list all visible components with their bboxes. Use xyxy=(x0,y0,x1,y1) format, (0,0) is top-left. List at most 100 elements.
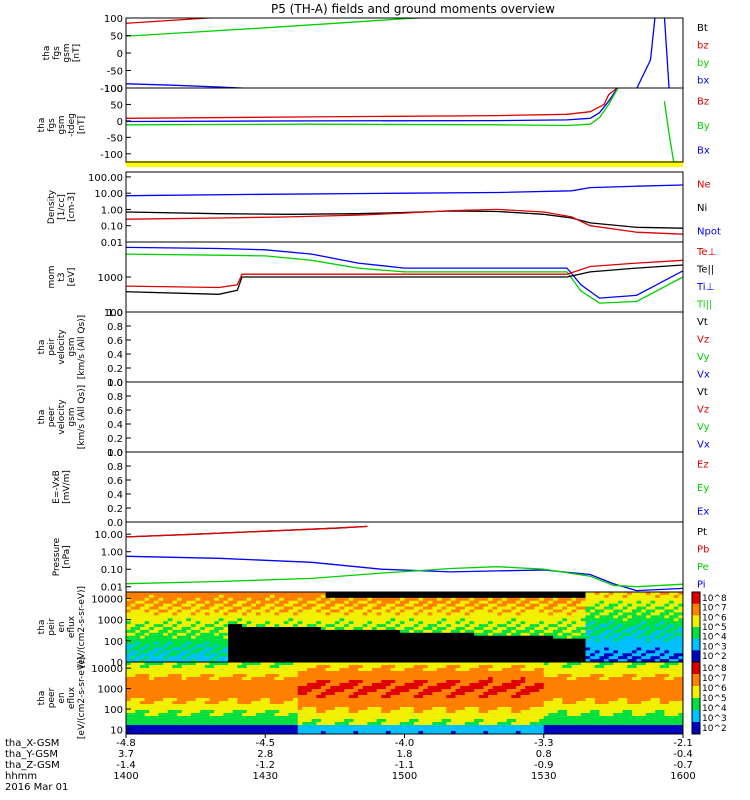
spectrogram-cell xyxy=(645,606,651,610)
spectrogram-cell xyxy=(348,609,354,613)
spectrogram-cell xyxy=(297,659,303,663)
spectrogram-cell xyxy=(460,710,466,714)
spectrogram-cell xyxy=(441,627,447,631)
spectrogram-cell xyxy=(251,674,257,678)
spectrogram-cell xyxy=(664,635,670,640)
spectrogram-cell xyxy=(385,710,391,714)
spectrogram-cell xyxy=(316,701,322,705)
spectrogram-cell xyxy=(214,641,220,645)
y-axis-label: tha xyxy=(37,340,47,355)
spectrogram-cell xyxy=(195,632,201,637)
spectrogram-cell xyxy=(627,621,633,625)
spectrogram-cell xyxy=(274,650,280,654)
spectrogram-cell xyxy=(655,618,661,622)
legend-label: Ti⊥ xyxy=(696,282,714,293)
spectrogram-cell xyxy=(557,650,563,654)
spectrogram-cell xyxy=(390,695,396,699)
spectrogram-cell xyxy=(413,644,419,648)
spectrogram-cell xyxy=(353,656,359,660)
spectrogram-cell xyxy=(678,641,684,645)
spectrogram-cell xyxy=(650,641,656,645)
spectrogram-cell xyxy=(427,719,433,723)
spectrogram-cell xyxy=(204,707,210,711)
spectrogram-cell xyxy=(344,632,350,637)
spectrogram-cell xyxy=(181,641,187,645)
spectrogram-cell xyxy=(469,629,475,634)
spectrogram-cell xyxy=(242,624,248,628)
spectrogram-cell xyxy=(436,621,443,625)
spectrogram-cell xyxy=(381,713,387,717)
spectrogram-cell xyxy=(381,609,387,613)
spectrogram-cell xyxy=(339,656,345,660)
spectrogram-cell xyxy=(483,641,489,645)
spectrogram-cell xyxy=(163,635,169,640)
spectrogram-cell xyxy=(613,641,619,645)
spectrogram-cell xyxy=(678,647,684,651)
spectrogram-cell xyxy=(348,707,354,711)
spectrogram-cell xyxy=(297,722,303,726)
spectrogram-cell xyxy=(413,683,419,687)
spectrogram-cell xyxy=(395,686,401,690)
y-tick-label: 0.4 xyxy=(107,350,123,361)
spectrogram-cell xyxy=(330,707,336,711)
spectrogram-cell xyxy=(126,695,132,699)
spectrogram-cell xyxy=(297,686,303,690)
spectrogram-cell xyxy=(274,653,280,657)
spectrogram-cell xyxy=(255,615,262,619)
spectrogram-cell xyxy=(562,659,568,663)
spectrogram-cell xyxy=(163,603,169,607)
spectrogram-cell xyxy=(237,695,243,699)
spectrogram-cell xyxy=(390,632,396,637)
spectrogram-cell xyxy=(302,600,308,605)
spectrogram-cell xyxy=(158,662,164,666)
spectrogram-cell xyxy=(344,606,350,610)
spectrogram-cell xyxy=(228,635,234,640)
spectrogram-cell xyxy=(172,695,178,699)
spectrogram-cell xyxy=(200,692,206,696)
spectrogram-cell xyxy=(362,609,368,613)
spectrogram-cell xyxy=(190,713,197,717)
spectrogram-cell xyxy=(242,701,248,705)
spectrogram-cell xyxy=(204,668,210,672)
spectrogram-cell xyxy=(302,656,308,660)
spectrogram-cell xyxy=(195,677,201,681)
spectrogram-cell xyxy=(404,662,410,666)
spectrogram-cell xyxy=(636,592,642,596)
spectrogram-cell xyxy=(362,653,368,657)
spectrogram-cell xyxy=(483,635,489,640)
spectrogram-cell xyxy=(190,618,197,622)
spectrogram-cell xyxy=(265,594,271,599)
spectrogram-cell xyxy=(334,659,340,663)
spectrogram-cell xyxy=(293,680,299,684)
spectrogram-cell xyxy=(325,647,331,651)
spectrogram-cell xyxy=(135,671,141,675)
spectrogram-cell xyxy=(441,606,447,610)
spectrogram-cell xyxy=(172,674,178,678)
spectrogram-cell xyxy=(562,650,568,654)
spectrogram-cell xyxy=(223,612,229,616)
spectrogram-cell xyxy=(669,609,675,613)
spectrogram-cell xyxy=(190,635,197,640)
spectrogram-cell xyxy=(432,683,438,687)
spectrogram-cell xyxy=(557,592,563,596)
spectrogram-cell xyxy=(237,641,243,645)
spectrogram-cell xyxy=(288,710,294,714)
spectrogram-cell xyxy=(279,668,285,672)
spectrogram-cell xyxy=(325,644,331,648)
spectrogram-cell xyxy=(344,671,350,675)
spectrogram-cell xyxy=(163,600,169,605)
spectrogram-cell xyxy=(469,618,475,622)
spectrogram-cell xyxy=(441,615,447,619)
spectrogram-cell xyxy=(316,615,322,619)
spectrogram-cell xyxy=(232,722,238,726)
spectrogram-cell xyxy=(571,632,577,637)
legend-label: Pt xyxy=(697,527,707,538)
spectrogram-cell xyxy=(204,612,210,616)
spectrogram-cell xyxy=(348,629,354,634)
spectrogram-cell xyxy=(344,695,350,699)
spectrogram-cell xyxy=(237,677,243,681)
spectrogram-cell xyxy=(316,680,322,684)
spectrogram-cell xyxy=(423,641,429,645)
spectrogram-cell xyxy=(269,629,275,634)
